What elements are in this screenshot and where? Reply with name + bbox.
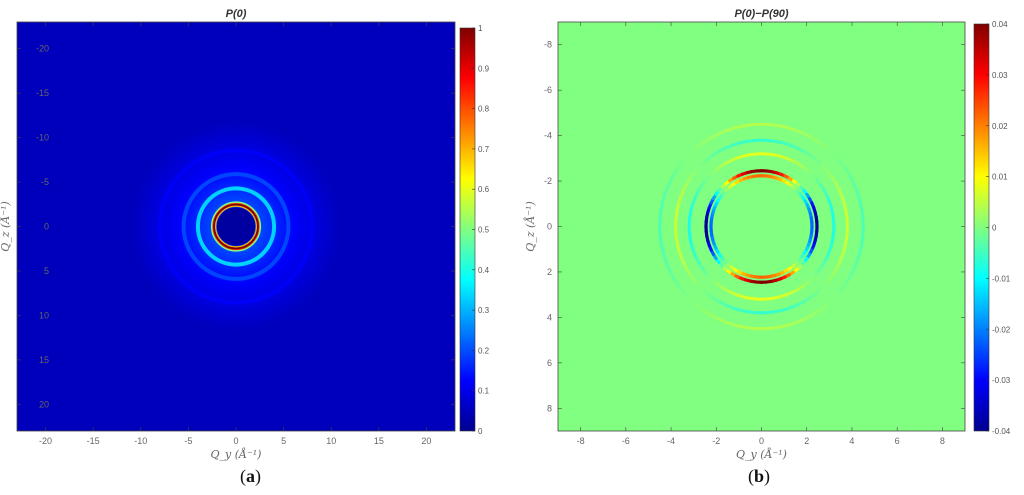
y-tick-label: -6 bbox=[544, 85, 552, 95]
x-tick-label: -10 bbox=[134, 436, 147, 446]
axes-0: -20 -15 -10 -5 0 5 10 15 20 -20 -15 -10 -5 0 5 10 15 20 P(… bbox=[0, 8, 456, 461]
colorbar-tick-label: -0.04 bbox=[992, 427, 1011, 436]
colorbar-tick-label: 1 bbox=[478, 24, 483, 33]
ring bbox=[157, 148, 315, 305]
colorbar-tick-label: 0.02 bbox=[992, 122, 1008, 131]
y-axis-label: Q_z (Å⁻¹) bbox=[0, 201, 12, 252]
y-tick-label: 5 bbox=[44, 266, 49, 276]
colorbar-tick-label: -0.01 bbox=[992, 274, 1011, 283]
x-tick-label: 15 bbox=[374, 436, 384, 446]
x-tick-label: 8 bbox=[940, 436, 945, 446]
y-tick-label: 15 bbox=[39, 355, 49, 365]
colorbar-tick-label: 0 bbox=[478, 427, 483, 436]
axes-1: -8 -6 -4 -2 0 2 4 6 8 -8 -6 -4 -2 0 2 4 6 8 P(0)−P(90) Q_y … bbox=[523, 8, 966, 461]
x-tick-label: 2 bbox=[804, 436, 809, 446]
y-tick-label: 6 bbox=[547, 358, 552, 368]
chart-title: P(0)−P(90) bbox=[734, 8, 788, 20]
y-tick-label: -5 bbox=[41, 177, 49, 187]
y-tick-label: -2 bbox=[544, 176, 552, 186]
y-axis-label: Q_z (Å⁻¹) bbox=[523, 201, 537, 252]
ring-inner-edge bbox=[215, 205, 258, 248]
x-tick-label: 0 bbox=[759, 436, 764, 446]
x-tick-label: -4 bbox=[667, 436, 675, 446]
y-tick-label: -10 bbox=[36, 133, 49, 143]
x-tick-label: -2 bbox=[712, 436, 720, 446]
x-tick-label: -20 bbox=[39, 436, 52, 446]
y-tick-label: 0 bbox=[547, 222, 552, 232]
x-tick-label: 20 bbox=[421, 436, 431, 446]
colorbar-tick-label: 0 bbox=[992, 224, 997, 233]
colorbar-tick-label: 0.7 bbox=[478, 145, 490, 154]
colorbar-tick-label: 0.04 bbox=[992, 20, 1008, 29]
heatmap-a bbox=[17, 22, 455, 431]
colorbar-tick-label: 0.3 bbox=[478, 306, 490, 315]
x-tick-label: -5 bbox=[184, 436, 192, 446]
x-tick-label: 6 bbox=[895, 436, 900, 446]
x-tick-label: 0 bbox=[233, 436, 238, 446]
colorbar-0: 0 0.1 0.2 0.3 0.4 0.5 0.6 0.7 0.8 0.9 1 bbox=[459, 24, 490, 436]
ring bbox=[195, 186, 277, 267]
colorbar-tick-label: -0.02 bbox=[992, 325, 1011, 334]
y-tick-label: 4 bbox=[547, 312, 552, 322]
x-tick-label: -15 bbox=[87, 436, 100, 446]
y-tick-label: 0 bbox=[44, 222, 49, 232]
colorbar-tick-label: 0.5 bbox=[478, 226, 490, 235]
y-tick-label: -20 bbox=[36, 44, 49, 54]
y-tick-label: 20 bbox=[39, 399, 49, 409]
x-tick-label: 4 bbox=[849, 436, 854, 446]
ring-peak bbox=[213, 203, 259, 250]
x-tick-label: -8 bbox=[577, 436, 585, 446]
colorbar-tick-label: 0.03 bbox=[992, 71, 1008, 80]
y-tick-label: -15 bbox=[36, 88, 49, 98]
colorbar-tick-label: 0.6 bbox=[478, 185, 490, 194]
colorbar-tick-label: 0.2 bbox=[478, 346, 490, 355]
ring-outer-edge bbox=[210, 201, 262, 252]
ring-center bbox=[216, 207, 256, 246]
colorbar-tick-label: 0.8 bbox=[478, 105, 490, 114]
y-tick-label: 10 bbox=[39, 310, 49, 320]
colorbar-1: -0.04 -0.03 -0.02 -0.01 0 0.01 0.02 0.03 0.04 bbox=[973, 20, 1011, 436]
colorbar-tick-label: 0.9 bbox=[478, 64, 490, 73]
panel-b-caption: (b) bbox=[748, 466, 771, 486]
y-tick-label: -8 bbox=[544, 40, 552, 50]
heatmap-b bbox=[558, 22, 965, 431]
y-tick-label: -4 bbox=[544, 131, 552, 141]
colorbar-tick-label: 0.4 bbox=[478, 266, 490, 275]
x-tick-label: 5 bbox=[281, 436, 286, 446]
colorbar-tick-label: 0.01 bbox=[992, 173, 1008, 182]
panel-a-caption: (a) bbox=[240, 466, 261, 486]
y-tick-label: 8 bbox=[547, 403, 552, 413]
colorbar-tick-label: 0.1 bbox=[478, 387, 490, 396]
x-axis-label: Q_y (Å⁻¹) bbox=[211, 447, 262, 461]
heatmap-background bbox=[558, 22, 965, 431]
ring bbox=[181, 172, 291, 281]
x-tick-label: -6 bbox=[622, 436, 630, 446]
chart-title: P(0) bbox=[226, 8, 247, 20]
colorbar-tick-label: -0.03 bbox=[992, 376, 1011, 385]
x-axis-label: Q_y (Å⁻¹) bbox=[736, 447, 787, 461]
y-tick-label: 2 bbox=[547, 267, 552, 277]
x-tick-label: 10 bbox=[326, 436, 336, 446]
